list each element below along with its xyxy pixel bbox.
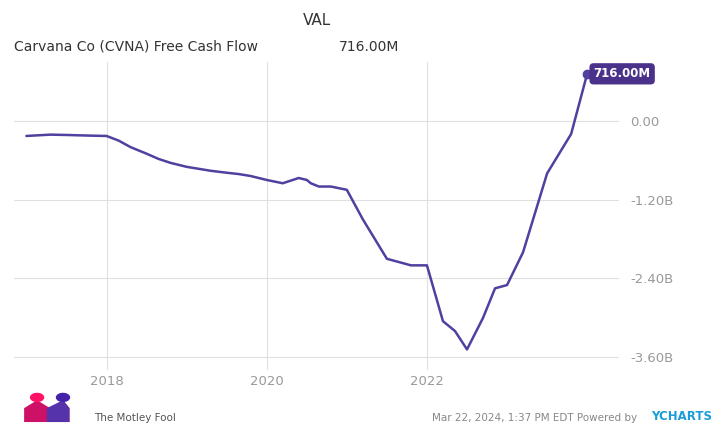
- Text: Carvana Co (CVNA) Free Cash Flow: Carvana Co (CVNA) Free Cash Flow: [14, 40, 258, 54]
- Circle shape: [56, 393, 69, 401]
- Polygon shape: [47, 400, 69, 422]
- Text: The Motley Fool: The Motley Fool: [94, 413, 176, 423]
- Text: Mar 22, 2024, 1:37 PM EDT Powered by: Mar 22, 2024, 1:37 PM EDT Powered by: [432, 413, 637, 423]
- Polygon shape: [24, 400, 69, 422]
- Text: 716.00M: 716.00M: [338, 40, 399, 54]
- Text: YCHARTS: YCHARTS: [652, 411, 713, 423]
- Text: VAL: VAL: [302, 13, 331, 28]
- Text: 716.00M: 716.00M: [593, 67, 651, 80]
- Circle shape: [30, 393, 44, 401]
